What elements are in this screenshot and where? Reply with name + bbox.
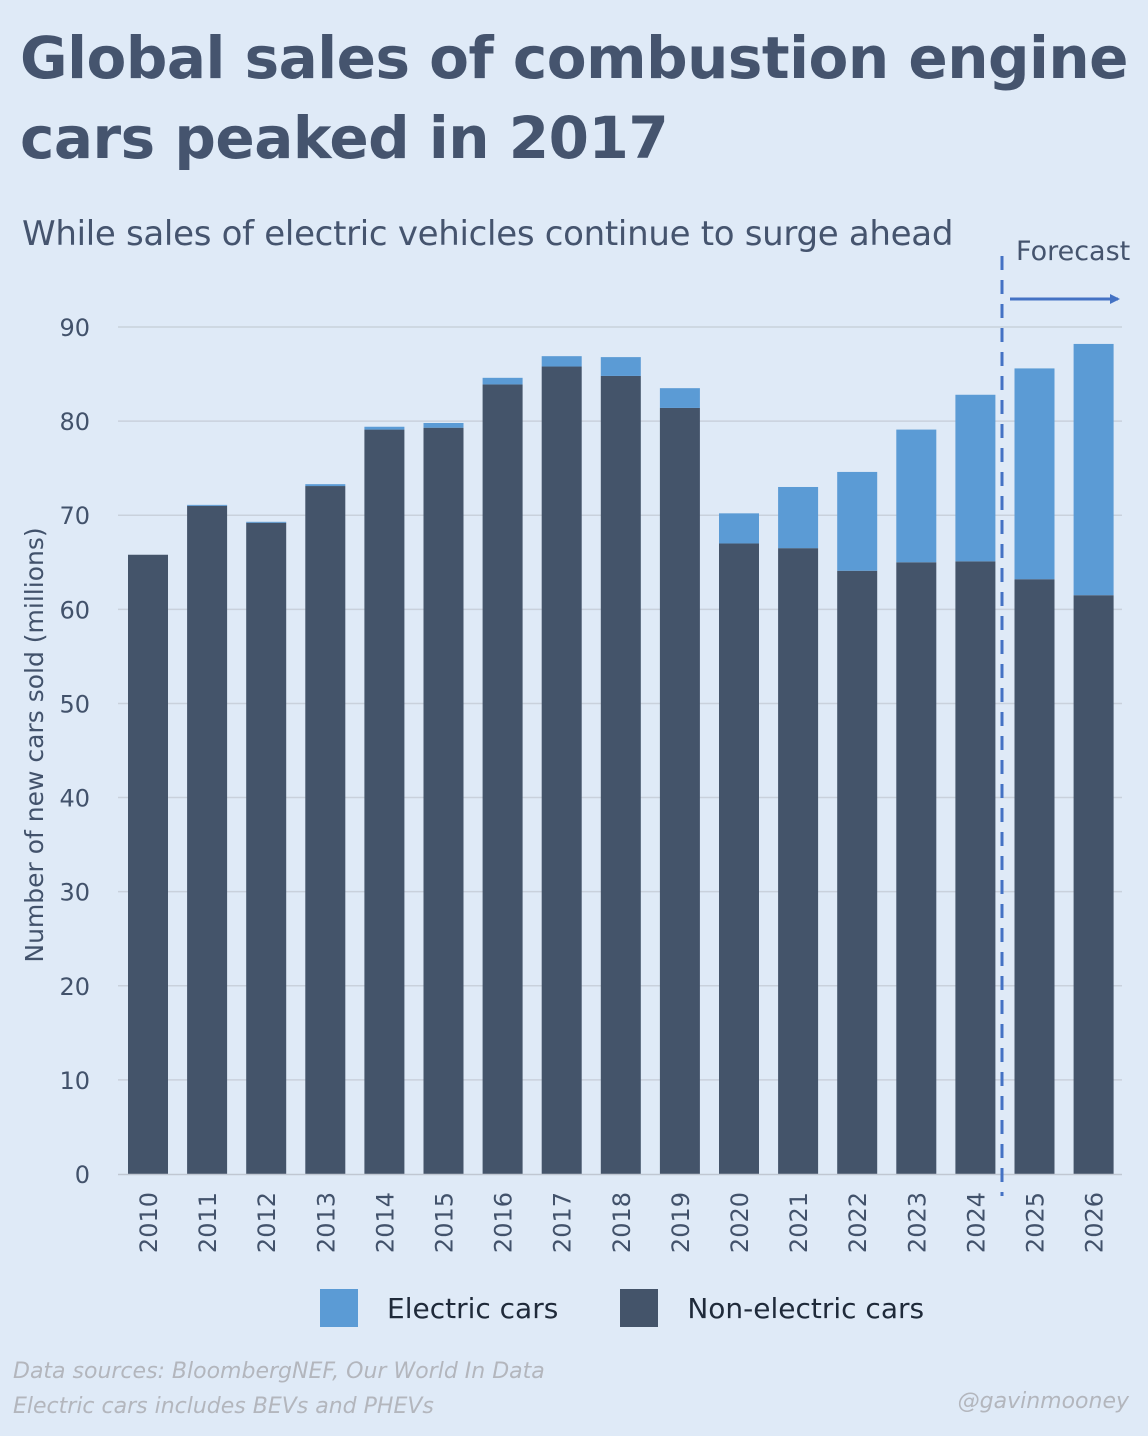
x-tick-label-2017: 2017 <box>549 1192 577 1253</box>
legend-item-electric: Electric cars <box>320 1289 558 1327</box>
bar-electric-2013 <box>305 484 346 487</box>
title-line-1: Global sales of combustion engine <box>20 24 1129 92</box>
x-tick-label-2018: 2018 <box>608 1192 636 1253</box>
legend-label-non-electric: Non-electric cars <box>687 1291 925 1325</box>
y-tick-label: 30 <box>59 879 90 907</box>
source-line-2: Electric cars includes BEVs and PHEVs <box>13 1394 434 1419</box>
author-handle: @gavinmooney <box>957 1389 1129 1414</box>
bar-non-electric-2016 <box>482 384 523 1174</box>
bar-non-electric-2023 <box>896 562 937 1174</box>
bar-electric-2012 <box>246 521 287 523</box>
bar-electric-2024 <box>955 394 996 562</box>
bar-electric-2015 <box>423 422 464 428</box>
x-tick-label-2011: 2011 <box>194 1192 222 1253</box>
bar-electric-2011 <box>187 504 228 506</box>
x-tick-label-2026: 2026 <box>1081 1192 1109 1253</box>
title-line-2: cars peaked in 2017 <box>20 104 669 172</box>
bar-non-electric-2011 <box>187 505 228 1174</box>
y-tick-label: 60 <box>59 596 90 624</box>
x-axis-ticks: 2010 2011 2012 2013 2014 2015 2016 2017 2018 2019… <box>135 1192 1109 1253</box>
chart-subtitle: While sales of electric vehicles continu… <box>22 214 954 254</box>
y-tick-label: 90 <box>59 314 90 342</box>
data-source-note: Data sources: BloombergNEF, Our World In… <box>13 1354 545 1424</box>
legend-swatch-non-electric <box>620 1289 659 1327</box>
x-tick-label-2021: 2021 <box>785 1192 813 1253</box>
x-tick-label-2023: 2023 <box>903 1192 931 1253</box>
source-line-1: Data sources: BloombergNEF, Our World In… <box>13 1359 545 1384</box>
bar-non-electric-2018 <box>600 375 641 1175</box>
bar-electric-2021 <box>778 486 819 549</box>
bar-non-electric-2024 <box>955 561 996 1174</box>
bar-non-electric-2020 <box>719 543 759 1174</box>
x-tick-label-2022: 2022 <box>844 1192 872 1253</box>
bars <box>128 343 1114 1175</box>
x-tick-label-2012: 2012 <box>253 1192 281 1253</box>
legend-item-non-electric: Non-electric cars <box>620 1289 924 1327</box>
bar-electric-2017 <box>541 356 582 367</box>
bar-non-electric-2017 <box>541 366 582 1174</box>
bar-non-electric-2013 <box>305 486 346 1174</box>
bar-non-electric-2021 <box>778 548 819 1174</box>
x-tick-label-2014: 2014 <box>371 1192 399 1253</box>
bar-non-electric-2010 <box>128 554 168 1174</box>
y-tick-label: 80 <box>59 408 90 436</box>
bar-non-electric-2014 <box>364 429 405 1174</box>
y-axis-label: Number of new cars sold (millions) <box>20 527 49 962</box>
x-tick-label-2015: 2015 <box>431 1192 459 1253</box>
bar-electric-2023 <box>896 429 937 563</box>
bar-electric-2020 <box>719 513 759 544</box>
bar-non-electric-2022 <box>837 570 878 1174</box>
x-tick-label-2013: 2013 <box>312 1192 340 1253</box>
bar-non-electric-2019 <box>659 407 700 1174</box>
y-tick-label: 50 <box>59 690 90 718</box>
y-axis-ticks: 0 10 20 30 40 50 60 70 80 90 <box>59 314 90 1189</box>
legend-swatch-electric <box>320 1289 358 1327</box>
y-tick-label: 10 <box>59 1067 90 1095</box>
bar-non-electric-2012 <box>246 522 287 1174</box>
bar-electric-2018 <box>600 357 641 376</box>
bar-electric-2019 <box>659 388 700 408</box>
forecast-label: Forecast <box>1016 236 1131 267</box>
bar-electric-2022 <box>837 471 878 571</box>
legend-label-electric: Electric cars <box>387 1291 559 1325</box>
y-tick-label: 40 <box>59 785 90 813</box>
y-tick-label: 70 <box>59 502 90 530</box>
bar-electric-2026 <box>1073 343 1114 596</box>
x-tick-label-2024: 2024 <box>962 1192 990 1253</box>
x-tick-label-2025: 2025 <box>1022 1192 1050 1253</box>
bar-electric-2014 <box>364 426 405 430</box>
y-tick-label: 20 <box>59 973 90 1001</box>
chart-title: Global sales of combustion engine cars p… <box>20 18 1130 178</box>
x-tick-label-2020: 2020 <box>726 1192 754 1253</box>
bar-non-electric-2026 <box>1073 595 1114 1174</box>
x-tick-label-2019: 2019 <box>667 1192 695 1253</box>
bar-electric-2016 <box>482 377 523 385</box>
bar-non-electric-2025 <box>1014 579 1055 1174</box>
bar-electric-2025 <box>1014 368 1055 580</box>
x-tick-label-2010: 2010 <box>135 1192 163 1253</box>
legend: Electric cars Non-electric cars <box>320 1289 924 1327</box>
x-tick-label-2016: 2016 <box>490 1192 518 1253</box>
bar-non-electric-2015 <box>423 427 464 1175</box>
y-tick-label: 0 <box>75 1161 90 1189</box>
